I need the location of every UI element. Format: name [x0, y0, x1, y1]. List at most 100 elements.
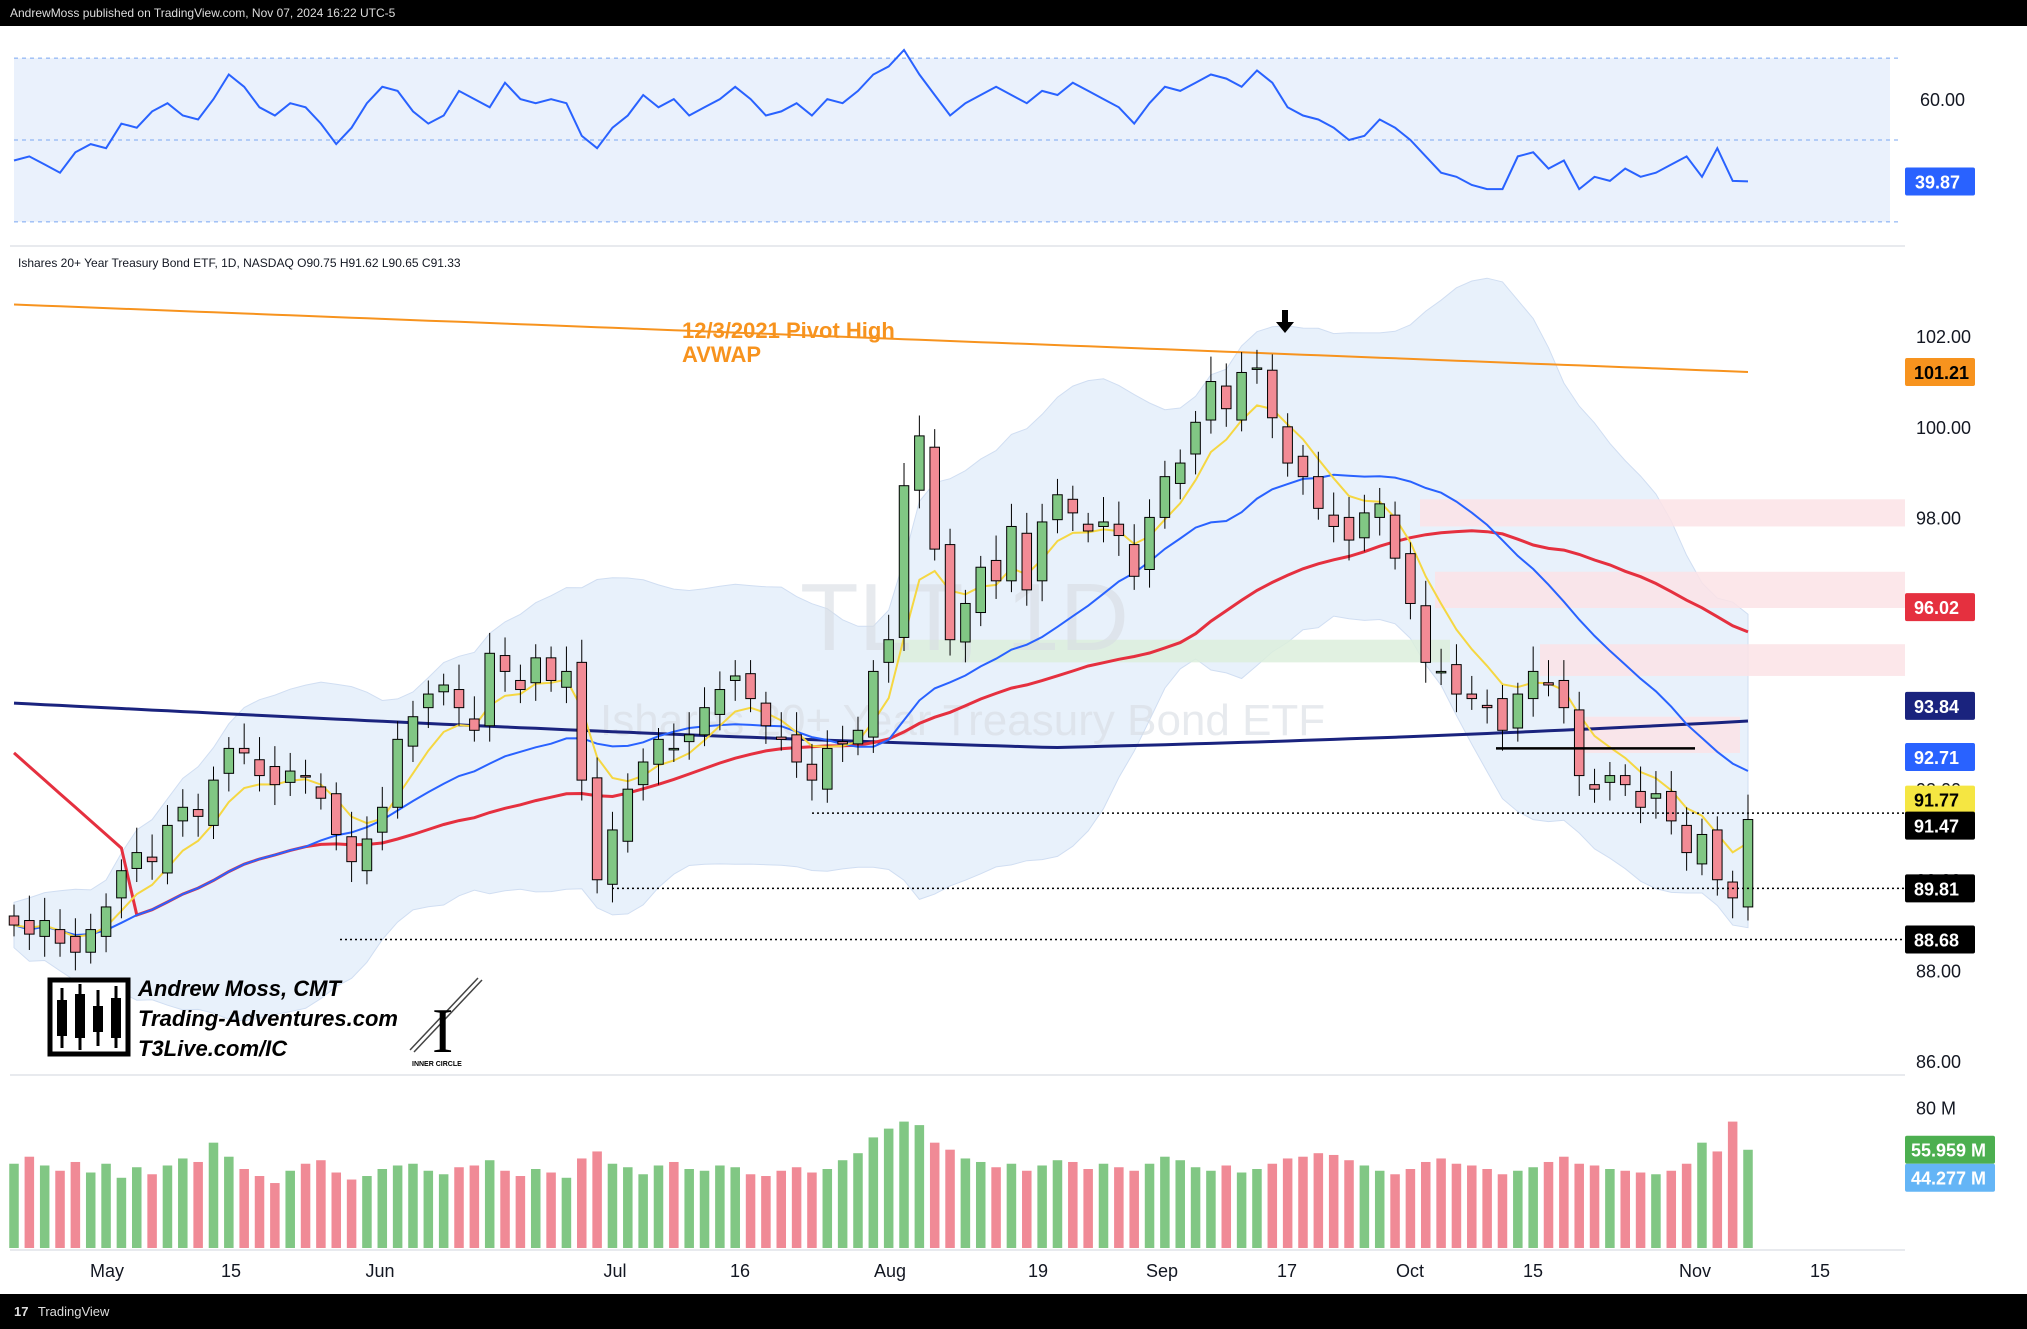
candle-body	[392, 738, 403, 808]
volume-bar	[960, 1158, 971, 1248]
volume-bar	[224, 1156, 234, 1248]
volume-bar	[208, 1142, 219, 1248]
candle-body	[1573, 709, 1585, 777]
candle-body	[1144, 516, 1155, 570]
volume-bar	[745, 1174, 756, 1248]
candle-body	[775, 736, 787, 740]
candle-body	[1527, 670, 1539, 700]
volume-bar	[1635, 1172, 1646, 1248]
volume-bar	[147, 1174, 157, 1248]
volume-bar	[1328, 1154, 1339, 1248]
candle-body	[852, 729, 864, 745]
volume-ma-label: 44.277 M	[1911, 1169, 1986, 1189]
candle-body	[975, 566, 987, 614]
time-tick-label: 15	[1810, 1261, 1830, 1281]
volume-bar	[377, 1169, 388, 1248]
volume-bar	[1405, 1169, 1416, 1248]
volume-bar	[1190, 1167, 1201, 1248]
candle-body	[714, 689, 726, 715]
volume-bar	[193, 1161, 203, 1248]
volume-bar	[1605, 1169, 1615, 1248]
candle-body	[1159, 476, 1171, 518]
volume-bar	[101, 1163, 111, 1248]
footer-bar: 17 TradingView	[0, 1294, 2027, 1329]
volume-bar	[1574, 1163, 1584, 1248]
volume-bar	[577, 1158, 587, 1248]
volume-bar	[991, 1167, 1001, 1248]
candle-body	[622, 788, 634, 842]
volume-bar	[132, 1167, 142, 1248]
candle-body	[1497, 698, 1508, 731]
candle-body	[683, 734, 695, 743]
volume-bar	[1528, 1167, 1538, 1248]
time-tick-label: Nov	[1679, 1261, 1711, 1281]
candle-body	[499, 655, 511, 672]
volume-bar	[270, 1183, 280, 1248]
candle-body	[591, 777, 603, 881]
candle-body	[39, 920, 50, 937]
avwap-line	[13, 303, 1749, 373]
volume-tick-label: 80 M	[1916, 1099, 1956, 1119]
candle-body	[1098, 521, 1109, 527]
candle-body	[515, 679, 526, 691]
volume-bar	[1543, 1161, 1554, 1248]
volume-bar	[715, 1165, 725, 1248]
candle-body	[1589, 784, 1600, 790]
candle-body	[1052, 494, 1063, 521]
candle-body	[1128, 544, 1140, 577]
price-axis: 102.00100.0098.0096.0094.0092.0090.0088.…	[1905, 327, 1975, 1072]
volume-bar	[55, 1170, 65, 1248]
volume-bar	[837, 1160, 848, 1248]
candle-body	[208, 779, 219, 826]
volume-bar	[1559, 1156, 1569, 1248]
rsi-current-tag	[1905, 167, 1975, 196]
volume-bar	[300, 1163, 311, 1248]
volume-bar	[484, 1160, 495, 1248]
candle-body	[8, 915, 20, 926]
volume-bar	[975, 1161, 986, 1248]
time-tick-label: 16	[730, 1261, 750, 1281]
volume-bar	[1344, 1160, 1354, 1248]
horizontal-levels	[340, 812, 1905, 941]
candle-body	[131, 852, 143, 869]
volume-bar	[438, 1174, 449, 1248]
candle-body	[929, 446, 940, 550]
candle-body	[990, 559, 1002, 582]
candle-body	[85, 929, 96, 953]
candle-body	[1712, 829, 1723, 881]
rsi-current-label: 39.87	[1915, 172, 1960, 192]
volume-bar	[316, 1160, 326, 1248]
candle-body	[1543, 682, 1554, 686]
candle-body	[806, 763, 818, 781]
volume-bar	[607, 1163, 618, 1248]
time-tick-label: 15	[1523, 1261, 1543, 1281]
candle-body	[1420, 605, 1432, 663]
candle-body	[1205, 381, 1217, 421]
supply-zone-2	[1540, 644, 1905, 676]
candle-body	[223, 747, 235, 774]
volume-bar	[1006, 1163, 1017, 1248]
candle-body	[1282, 426, 1293, 464]
volume-bar	[561, 1177, 572, 1248]
candle-body	[1021, 532, 1033, 591]
candle-body	[1174, 462, 1186, 484]
volume-bar	[1436, 1158, 1446, 1248]
candle-body	[1313, 476, 1324, 509]
volume-bar	[1175, 1160, 1185, 1248]
candle-body	[177, 806, 189, 822]
volume-bar	[730, 1167, 740, 1248]
volume-bar	[1144, 1163, 1155, 1248]
price-tag	[1905, 743, 1975, 772]
candle-body	[116, 870, 127, 899]
volume-bar	[1374, 1170, 1385, 1248]
volume-current-label: 55.959 M	[1911, 1141, 1986, 1161]
candle-body	[1113, 523, 1125, 537]
candle-body	[1696, 833, 1708, 865]
price-tag-label: 89.81	[1914, 879, 1959, 899]
candle-body	[162, 824, 173, 874]
volume-bar	[868, 1137, 879, 1248]
rsi-line	[13, 48, 1749, 191]
volume-ma-tag	[1905, 1163, 1995, 1192]
candle-body	[1666, 790, 1677, 822]
